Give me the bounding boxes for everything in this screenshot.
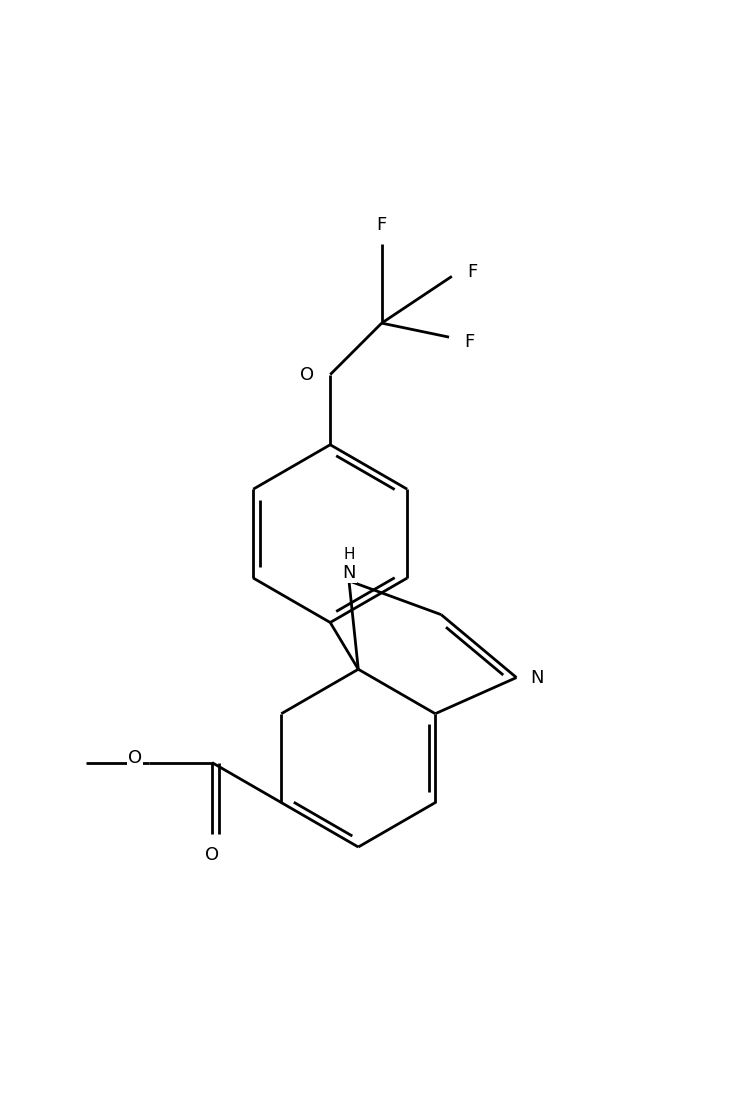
Text: F: F: [464, 333, 475, 351]
Text: O: O: [300, 365, 314, 383]
Text: O: O: [127, 749, 142, 766]
Text: N: N: [530, 668, 544, 686]
Text: H: H: [343, 547, 354, 563]
Text: F: F: [467, 263, 477, 281]
Text: N: N: [342, 565, 356, 583]
Text: O: O: [205, 846, 219, 863]
Text: F: F: [376, 216, 387, 234]
